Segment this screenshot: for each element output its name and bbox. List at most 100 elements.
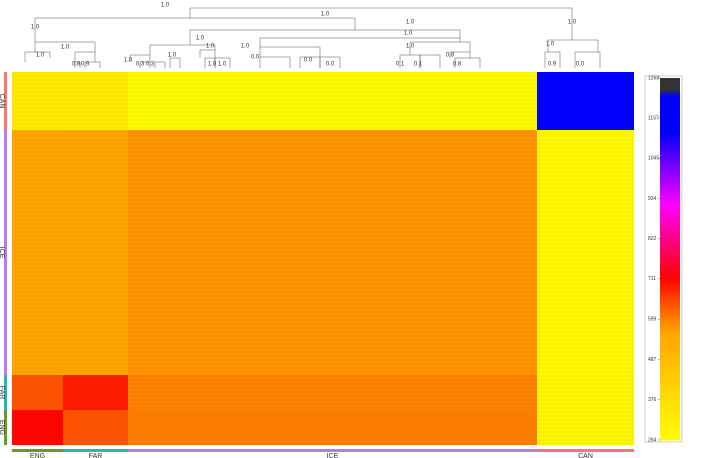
dendrogram-label: 1.0 [241, 44, 250, 50]
colorbar-step [660, 111, 680, 115]
heat-cell [128, 375, 537, 410]
dendrogram-branch [454, 57, 481, 68]
heat-cell [63, 410, 128, 445]
dendrogram-label: 1.0 [321, 12, 330, 18]
colorbar-step [660, 132, 680, 136]
dendrogram-branch [34, 17, 356, 42]
dendrogram-label: 0.9 [81, 62, 90, 68]
colorbar-step [660, 207, 680, 212]
colorbar-frame [644, 75, 683, 443]
colorbar-step [660, 388, 680, 393]
colorbar-step [660, 385, 680, 390]
col-group-label: FAR [89, 453, 103, 458]
dendrogram-branch [34, 41, 96, 52]
dendrogram-label: 0.3 [136, 62, 145, 68]
dendrogram-label: 1.0 [61, 45, 70, 51]
dendrogram-branch [84, 61, 101, 68]
heat-cell [63, 130, 128, 375]
colorbar-step [660, 123, 680, 127]
heat-cell [12, 130, 63, 375]
dendrogram-branch [154, 61, 166, 68]
dendrogram-branch [547, 39, 599, 52]
colorbar-step [660, 249, 680, 254]
heat-cell [537, 72, 634, 130]
colorbar-step [660, 228, 680, 233]
colorbar-step [660, 198, 680, 203]
heat-cell [12, 410, 63, 445]
heat-cell [128, 72, 537, 130]
colorbar-step [660, 382, 680, 387]
colorbar-step [660, 237, 680, 242]
dendrogram-label: 0.0 [576, 62, 585, 68]
heat-cell [537, 410, 634, 445]
dendrogram-label: 0.8 [453, 62, 462, 68]
colorbar-step [660, 213, 680, 218]
dendrogram-label: 0.0 [251, 55, 260, 61]
dendrogram-label: 0.0 [304, 58, 313, 64]
colorbar-step [660, 337, 680, 341]
colorbar-step [660, 310, 680, 314]
dendrogram-branch [169, 57, 181, 68]
heat-cell [63, 375, 128, 410]
colorbar-step [660, 415, 680, 420]
row-group-bar [4, 72, 7, 130]
colorbar-step [660, 183, 680, 188]
colorbar-step [660, 397, 680, 402]
colorbar-step [660, 280, 680, 284]
colorbar-step [660, 400, 680, 405]
dendrogram-label: 1.0 [206, 44, 215, 50]
colorbar-step [660, 171, 680, 176]
row-group-bar [4, 375, 7, 410]
colorbar-step [660, 246, 680, 251]
dendrogram-label: 0.3 [146, 62, 155, 68]
dendrogram-branch [574, 51, 601, 68]
dendrogram-branch [189, 7, 573, 40]
dendrogram-branch [139, 61, 151, 68]
colorbar-step [660, 283, 680, 287]
heat-cell [12, 72, 63, 130]
colorbar-step [660, 102, 680, 106]
dendrogram-branch [319, 56, 341, 68]
colorbar-tick-label: 934 [648, 196, 657, 202]
colorbar-step [660, 298, 680, 302]
colorbar-step [660, 147, 680, 151]
dendrogram-label: 0.0 [326, 62, 335, 68]
colorbar-step [660, 156, 680, 160]
col-group-label: ENG [30, 453, 45, 458]
dendrogram-branch [449, 51, 471, 58]
colorbar-step [660, 78, 680, 82]
colorbar-step [660, 367, 680, 372]
colorbar-step [660, 328, 680, 332]
colorbar-step [660, 159, 680, 163]
colorbar-step [660, 117, 680, 121]
col-group-bar [537, 449, 634, 452]
row-group-bar [4, 410, 7, 445]
colorbar-step [660, 168, 680, 173]
col-group-bar [12, 449, 63, 452]
colorbar-step [660, 240, 680, 245]
colorbar-step [660, 370, 680, 375]
colorbar-step [660, 379, 680, 384]
dendrogram-branch [259, 37, 461, 47]
heat-cell [128, 130, 537, 375]
dendrogram-branch [24, 51, 51, 62]
heat-cell [537, 130, 634, 375]
colorbar-step [660, 114, 680, 118]
colorbar-tick-label: 1268 [648, 75, 659, 81]
colorbar-step [660, 301, 680, 305]
dendrogram-label: 0.1 [396, 62, 405, 68]
col-group-label: ICE [327, 453, 339, 458]
colorbar-step [660, 424, 680, 429]
colorbar-step [660, 210, 680, 215]
colorbar-step [660, 355, 680, 360]
colorbar-step [660, 201, 680, 206]
colorbar-step [660, 361, 680, 366]
dendrogram-label: 0.8 [446, 53, 455, 59]
colorbar-step [660, 292, 680, 296]
dendrogram-branch [199, 49, 216, 58]
colorbar-step [660, 195, 680, 200]
colorbar-step [660, 403, 680, 408]
colorbar-step [660, 165, 680, 169]
colorbar-step [660, 313, 680, 317]
colorbar-step [660, 162, 680, 166]
